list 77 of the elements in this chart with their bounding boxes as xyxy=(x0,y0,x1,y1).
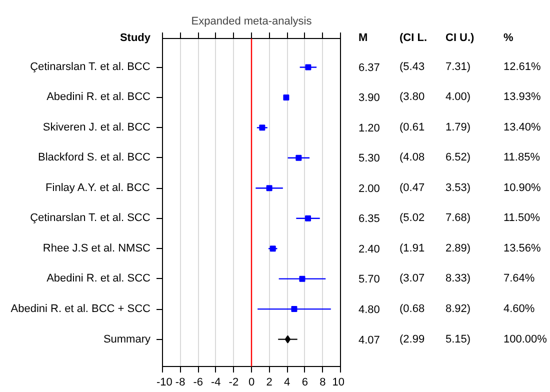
text: (0.47 xyxy=(400,182,425,194)
point xyxy=(299,276,306,282)
data-label: 5.70 xyxy=(358,274,380,286)
point xyxy=(283,94,290,100)
x-tick-label: 4 xyxy=(284,376,290,388)
text: CI U.) xyxy=(446,32,475,44)
point xyxy=(305,215,312,222)
x-tick-label: -6 xyxy=(193,376,203,388)
text: Study xyxy=(120,32,152,44)
point xyxy=(266,185,272,192)
text: 13.93% xyxy=(504,91,542,104)
point xyxy=(305,64,312,70)
text: 12.61% xyxy=(504,60,542,73)
data-label: 5.30 xyxy=(358,152,380,165)
point xyxy=(270,246,276,252)
data-label: 2.00 xyxy=(358,182,380,195)
data-label: 1.20 xyxy=(358,122,380,134)
data-label: 3.90 xyxy=(358,92,380,104)
x-tick-label: -2 xyxy=(228,376,239,388)
text: (2.99 xyxy=(400,333,425,346)
text: 8.92) xyxy=(446,303,471,316)
y-tick-label: Çetinarslan T. et al. BCC xyxy=(30,60,150,73)
data-label: 4.80 xyxy=(358,304,380,316)
text: (0.61 xyxy=(400,121,425,134)
y-tick-label: Abedini R. et al. BCC xyxy=(46,91,151,104)
text: (1.91 xyxy=(400,242,425,254)
text: (3.80 xyxy=(400,91,425,104)
data-label: 2.40 xyxy=(358,243,380,256)
text: 11.85% xyxy=(504,152,540,164)
point xyxy=(296,154,302,161)
x-tick-label: 10 xyxy=(332,376,345,388)
text: % xyxy=(504,32,514,44)
text: 100.00% xyxy=(504,333,548,346)
x-tick-label: 8 xyxy=(320,376,326,388)
text: 13.40% xyxy=(504,121,542,134)
y-tick-label: Finlay A.Y. et al. BCC xyxy=(46,182,150,194)
point xyxy=(259,124,266,131)
text: (CI L. xyxy=(400,32,427,44)
point xyxy=(284,335,291,344)
x-tick-label: 6 xyxy=(302,376,308,388)
point xyxy=(291,306,298,312)
text: 2.89) xyxy=(446,242,471,254)
chart-title: Expanded meta-analysis xyxy=(191,16,312,28)
text: 5.15) xyxy=(446,333,471,346)
text: 7.64% xyxy=(504,272,535,285)
text: (5.02 xyxy=(400,212,425,224)
text: (3.07 xyxy=(400,272,425,285)
y-tick-label: Skiveren J. et al. BCC xyxy=(42,121,151,134)
text: 1.79) xyxy=(446,121,471,134)
y-tick-label: Summary xyxy=(103,333,151,346)
data-label: 6.37 xyxy=(358,62,380,74)
text: 7.31) xyxy=(446,60,471,73)
y-tick-label: Blackford S. et al. BCC xyxy=(38,152,151,164)
x-tick-label: -4 xyxy=(211,376,221,388)
x-tick-label: 0 xyxy=(248,376,255,388)
text: 11.50% xyxy=(504,212,540,224)
text: (4.08 xyxy=(400,152,425,164)
text: 8.33) xyxy=(446,272,471,285)
text: 4.00) xyxy=(446,91,471,104)
text: (0.68 xyxy=(400,303,425,316)
x-tick-label: -8 xyxy=(175,376,186,388)
data-label: 6.35 xyxy=(358,213,380,226)
text: 4.07 xyxy=(358,334,380,346)
text: (5.43 xyxy=(400,60,425,73)
text: 7.68) xyxy=(446,212,471,224)
y-tick-label: Abedini R. et al. BCC + SCC xyxy=(10,303,151,316)
y-tick-label: Çetinarslan T. et al. SCC xyxy=(30,212,150,224)
x-tick-label: 2 xyxy=(266,376,272,388)
text: 13.56% xyxy=(504,242,542,254)
text: M xyxy=(358,32,368,44)
text: 4.60% xyxy=(504,303,535,316)
x-tick-label: -10 xyxy=(156,376,172,388)
y-tick-label: Abedini R. et al. SCC xyxy=(46,272,151,285)
y-tick-label: Rhee J.S et al. NMSC xyxy=(42,242,151,254)
text: 6.52) xyxy=(446,152,471,164)
text: 3.53) xyxy=(446,182,471,194)
text: 10.90% xyxy=(504,182,542,194)
